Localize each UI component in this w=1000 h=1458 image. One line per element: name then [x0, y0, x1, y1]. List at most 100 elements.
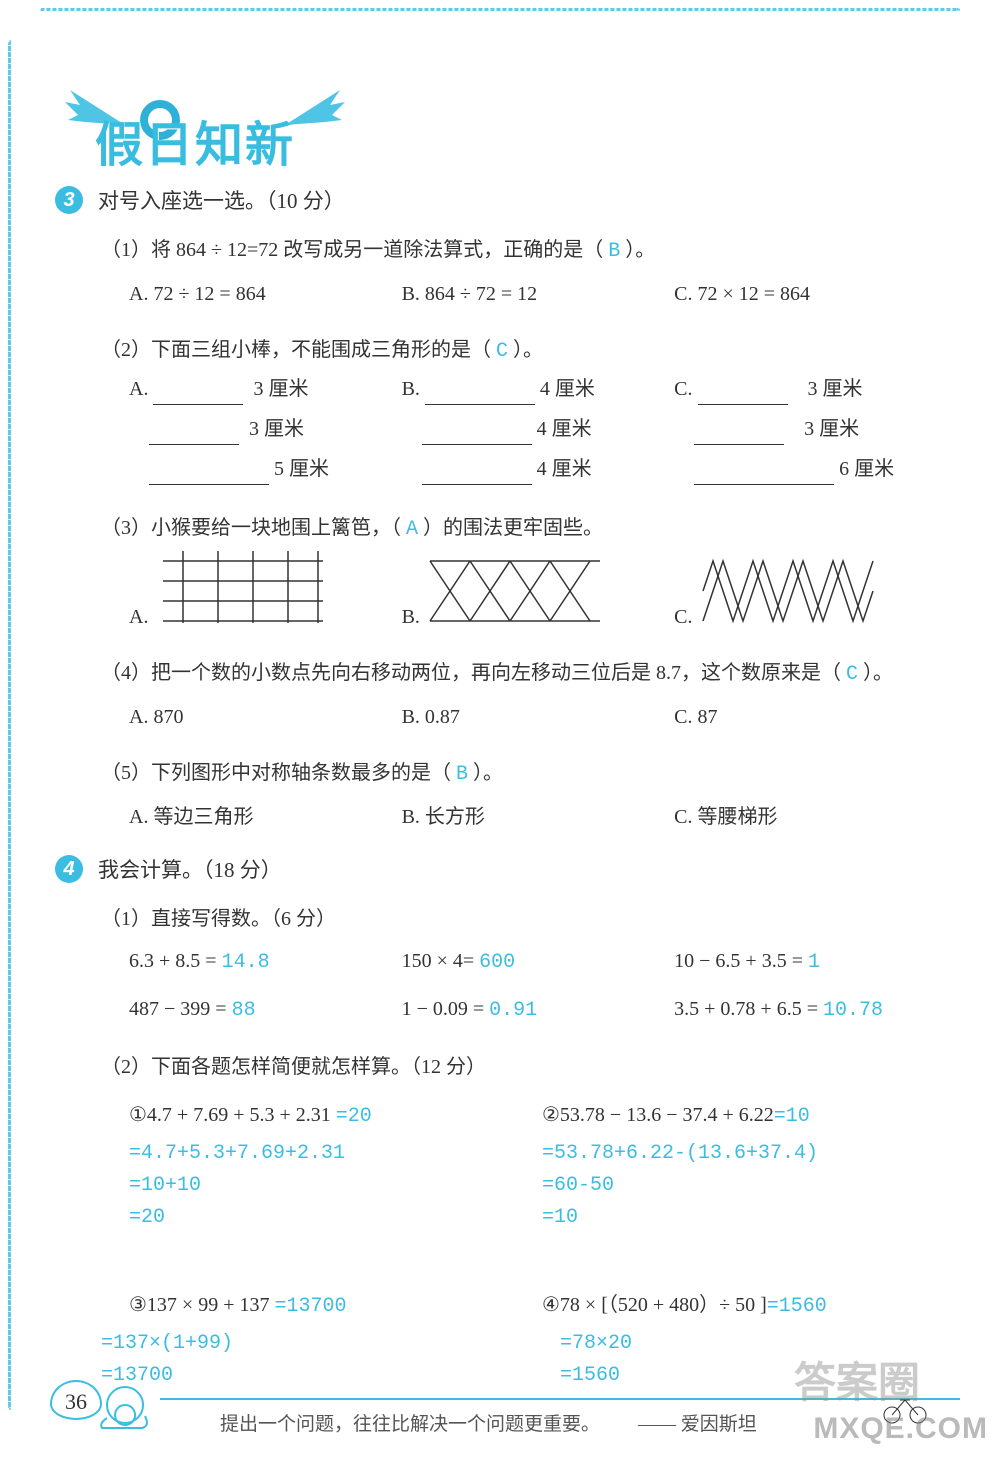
- q3-1-answer: B: [608, 240, 620, 263]
- border-left: [8, 40, 11, 1410]
- header-title: 假日知新: [95, 105, 295, 175]
- q3-4-opt-c: C. 87: [674, 696, 947, 738]
- p2-item1: ①4.7 + 7.69 + 5.3 + 2.31 =20 =4.7+5.3+7.…: [129, 1094, 542, 1234]
- header-logo: 假日知新: [40, 40, 340, 160]
- opt-a-s1: 3 厘米: [253, 373, 308, 405]
- i1q: ①4.7 + 7.69 + 5.3 + 2.31: [129, 1104, 336, 1126]
- q3-2-text: （2）下面三组小棒，不能围成三角形的是（: [101, 339, 491, 361]
- border-top: [40, 8, 960, 11]
- q4-2-title: （2）下面各题怎样简便就怎样算。（12 分）: [101, 1046, 955, 1088]
- q3-1-opt-c: C. 72 × 12 = 864: [674, 273, 947, 315]
- q3-1-text: （1）将 864 ÷ 12=72 改写成另一道除法算式，正确的是（: [101, 239, 603, 261]
- i1w0: =4.7+5.3+7.69+2.31: [129, 1138, 542, 1170]
- section-badge-3: 3: [55, 186, 83, 214]
- c00q: 6.3 + 8.5 =: [129, 950, 222, 972]
- q3-3-opt-c: C.: [674, 551, 947, 638]
- i2w2: =10: [542, 1202, 955, 1234]
- q3-5-text: （5）下列图形中对称轴条数最多的是（: [101, 762, 451, 784]
- q3-3-opt-b: B.: [402, 551, 675, 638]
- i4a: =1560: [767, 1295, 827, 1318]
- q3-1-opt-b: B. 864 ÷ 72 = 12: [402, 273, 675, 315]
- fence-triangle-icon: [425, 551, 605, 623]
- i4q: ④78 × [（520 + 480）÷ 50 ]: [542, 1294, 767, 1316]
- q3-5-opt-c: C. 等腰梯形: [674, 796, 947, 838]
- opt-b-s2: 4 厘米: [537, 413, 592, 445]
- page-content: 3 对号入座选一选。（10 分） （1）将 864 ÷ 12=72 改写成另一道…: [55, 185, 955, 1392]
- opt-b-label: B.: [402, 373, 420, 405]
- opt-c-s3: 6 厘米: [839, 453, 894, 485]
- q3-2-answer: C: [496, 340, 508, 363]
- c00a: 14.8: [222, 951, 270, 974]
- footer-quote: 提出一个问题，往往比解决一个问题更重要。 —— 爱因斯坦: [220, 1409, 757, 1436]
- q3-1-opt-a: A. 72 ÷ 12 = 864: [129, 273, 402, 315]
- i3q: ③137 × 99 + 137: [129, 1294, 275, 1316]
- quote-text: 提出一个问题，往往比解决一个问题更重要。: [220, 1414, 600, 1435]
- quote-attribution: —— 爱因斯坦: [638, 1414, 757, 1435]
- q3-5-answer: B: [456, 763, 468, 786]
- c02a: 1: [808, 951, 820, 974]
- c10a: 88: [232, 999, 256, 1022]
- opt-a-s2: 3 厘米: [249, 413, 304, 445]
- watermark-en: MXQE.COM: [813, 1412, 988, 1446]
- q3-2-opt-c: C. 3 厘米 3 厘米 6 厘米: [674, 373, 947, 493]
- q3-4-text: （4）把一个数的小数点先向右移动两位，再向左移动三位后是 8.7，这个数原来是（: [101, 662, 841, 684]
- q3-3-opt-a: A.: [129, 551, 402, 638]
- opt-a-s3: 5 厘米: [274, 453, 329, 485]
- c11a: 0.91: [489, 999, 537, 1022]
- i2w0: =53.78+6.22-(13.6+37.4): [542, 1138, 955, 1170]
- p2-item2: ②53.78 − 13.6 − 37.4 + 6.22=10 =53.78+6.…: [542, 1094, 955, 1234]
- q3-3-answer: A: [406, 518, 418, 541]
- q3-5: （5）下列图形中对称轴条数最多的是（ B ）。 A. 等边三角形 B. 长方形 …: [101, 752, 955, 838]
- q3-2-close: ）。: [513, 339, 543, 361]
- section-badge-4: 4: [55, 855, 83, 883]
- c02q: 10 − 6.5 + 3.5 =: [674, 950, 808, 972]
- c12q: 3.5 + 0.78 + 6.5 =: [674, 998, 823, 1020]
- c01q: 150 × 4=: [402, 950, 480, 972]
- c10q: 487 − 399 =: [129, 998, 232, 1020]
- c11q: 1 − 0.09 =: [402, 998, 490, 1020]
- q3-5-close: ）。: [473, 762, 503, 784]
- q3-5-opt-a: A. 等边三角形: [129, 796, 402, 838]
- section-3: 3 对号入座选一选。（10 分） （1）将 864 ÷ 12=72 改写成另一道…: [55, 185, 955, 838]
- q3-1-close: ）。: [625, 239, 655, 261]
- q4-2: （2）下面各题怎样简便就怎样算。（12 分） ①4.7 + 7.69 + 5.3…: [101, 1046, 955, 1392]
- q4-1-title: （1）直接写得数。（6 分）: [101, 898, 955, 940]
- c12a: 10.78: [823, 999, 883, 1022]
- q3-2: （2）下面三组小棒，不能围成三角形的是（ C ）。 A. 3 厘米 3 厘米 5…: [101, 329, 955, 493]
- opt-c-s1: 3 厘米: [808, 373, 863, 405]
- q3-3: （3）小猴要给一块地围上篱笆，（ A ）的围法更牢固些。 A. B.: [101, 507, 955, 638]
- opt-b-s3: 4 厘米: [537, 453, 592, 485]
- snail-icon: [95, 1380, 155, 1430]
- fence-grid-icon: [153, 551, 333, 623]
- fence-zigzag-icon: [698, 551, 878, 623]
- i1a: =20: [336, 1105, 372, 1128]
- watermark-cn: 答案圈: [794, 1349, 920, 1410]
- i1w2: =20: [129, 1202, 542, 1234]
- opt-c-s2: 3 厘米: [804, 413, 859, 445]
- fence-a-label: A.: [129, 606, 148, 628]
- fence-c-label: C.: [674, 606, 692, 628]
- i3a: =13700: [275, 1295, 347, 1318]
- q3-3-text: （3）小猴要给一块地围上篱笆，（: [101, 517, 401, 539]
- q3-4-opt-b: B. 0.87: [402, 696, 675, 738]
- opt-c-label: C.: [674, 373, 692, 405]
- i2w1: =60-50: [542, 1170, 955, 1202]
- q3-4-close: ）。: [863, 662, 893, 684]
- q3-4-answer: C: [846, 663, 858, 686]
- q3-2-opt-b: B. 4 厘米 4 厘米 4 厘米: [402, 373, 675, 493]
- opt-a-label: A.: [129, 373, 148, 405]
- i2a: =10: [774, 1105, 810, 1128]
- q3-4-opt-a: A. 870: [129, 696, 402, 738]
- i3w0: =137×(1+99): [101, 1328, 542, 1360]
- i2q: ②53.78 − 13.6 − 37.4 + 6.22: [542, 1104, 774, 1126]
- q3-4: （4）把一个数的小数点先向右移动两位，再向左移动三位后是 8.7，这个数原来是（…: [101, 652, 955, 738]
- q4-1: （1）直接写得数。（6 分） 6.3 + 8.5 = 14.8 150 × 4=…: [101, 898, 955, 1032]
- q3-1: （1）将 864 ÷ 12=72 改写成另一道除法算式，正确的是（ B ）。 A…: [101, 229, 955, 315]
- q3-5-opt-b: B. 长方形: [402, 796, 675, 838]
- q3-3-close: ）的围法更牢固些。: [423, 517, 603, 539]
- section-4: 4 我会计算。（18 分） （1）直接写得数。（6 分） 6.3 + 8.5 =…: [55, 854, 955, 1392]
- section-title-3: 对号入座选一选。（10 分）: [98, 189, 345, 213]
- opt-b-s1: 4 厘米: [540, 373, 595, 405]
- fence-b-label: B.: [402, 606, 420, 628]
- q3-2-opt-a: A. 3 厘米 3 厘米 5 厘米: [129, 373, 402, 493]
